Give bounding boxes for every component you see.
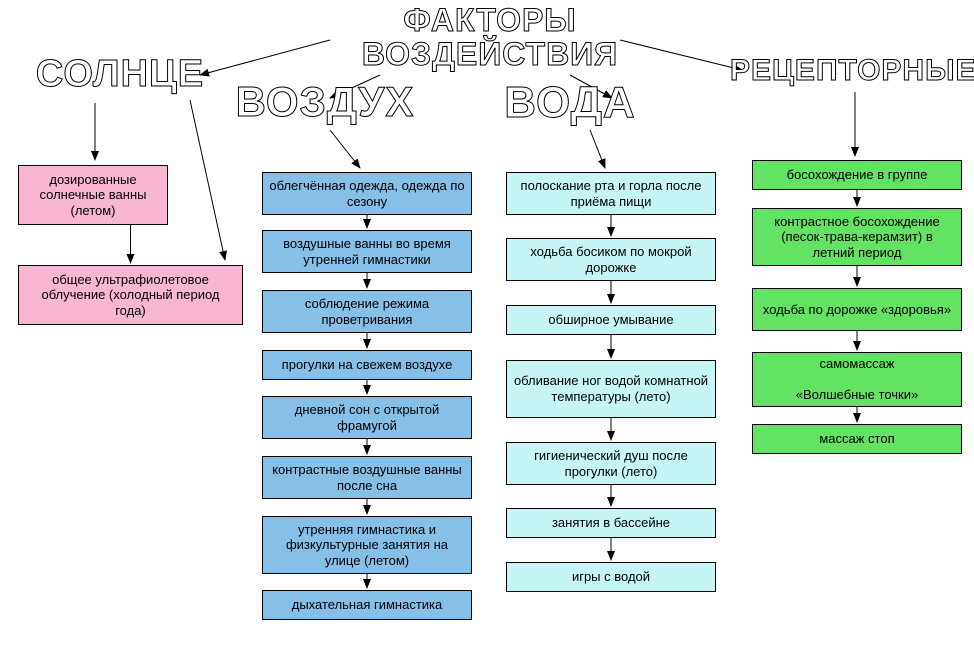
- water-box-4: гигиенический душ после прогулки (лето): [506, 442, 716, 485]
- recept-box-4: массаж стоп: [752, 424, 962, 454]
- air-box-3: прогулки на свежем воздухе: [262, 350, 472, 380]
- title-main: ФАКТОРЫ ВОЗДЕЙСТВИЯ: [330, 4, 650, 71]
- sun-box-0: дозированные солнечные ванны (летом): [18, 165, 168, 225]
- water-box-0: полоскание рта и горла после приёма пищи: [506, 172, 716, 215]
- title-water: ВОДА: [480, 80, 660, 126]
- air-box-4: дневной сон с открытой фрамугой: [262, 396, 472, 439]
- water-box-2: обширное умывание: [506, 305, 716, 335]
- diagram-root: ФАКТОРЫ ВОЗДЕЙСТВИЯ СОЛНЦЕВОЗДУХ ВОДА РЕЦЕП…: [0, 0, 974, 663]
- water-box-6: игры с водой: [506, 562, 716, 592]
- air-box-2: соблюдение режима проветривания: [262, 290, 472, 333]
- sun-box-1: общее ультрафиолетовое облучение (холодн…: [18, 265, 243, 325]
- water-box-1: ходьба босиком по мокрой дорожке: [506, 238, 716, 281]
- recept-box-3: самомассаж «Волшебные точки»: [752, 352, 962, 407]
- recept-box-1: контрастное босохождение (песок-трава-ке…: [752, 208, 962, 266]
- water-box-3: обливание ног водой комнатной температур…: [506, 360, 716, 418]
- air-box-0: облегчённая одежда, одежда по сезону: [262, 172, 472, 215]
- recept-box-0: босохождение в группе: [752, 160, 962, 190]
- title-air: ВОЗДУХ: [220, 80, 430, 124]
- title-recept: РЕЦЕПТОРНЫЕ: [730, 55, 970, 87]
- air-box-6: утренняя гимнастика и физкультурные заня…: [262, 516, 472, 574]
- title-sun: СОЛНЦЕ: [20, 55, 220, 95]
- water-box-5: занятия в бассейне: [506, 508, 716, 538]
- recept-box-2: ходьба по дорожке «здоровья»: [752, 288, 962, 331]
- air-box-5: контрастные воздушные ванны после сна: [262, 456, 472, 499]
- air-box-7: дыхательная гимнастика: [262, 590, 472, 620]
- air-box-1: воздушные ванны во время утренней гимнас…: [262, 230, 472, 273]
